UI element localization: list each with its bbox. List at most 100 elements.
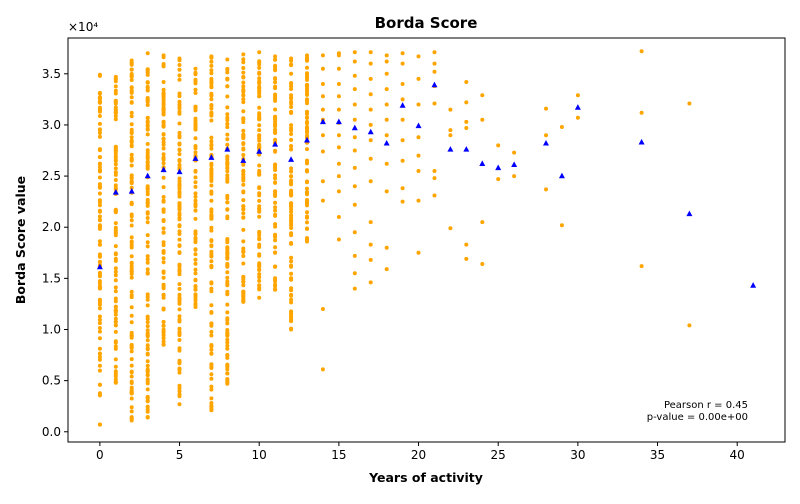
scatter-point <box>129 122 134 127</box>
scatter-point <box>129 74 134 79</box>
scatter-point <box>241 182 246 187</box>
scatter-point <box>145 332 150 337</box>
scatter-point <box>257 275 262 280</box>
scatter-point <box>113 357 118 362</box>
scatter-point <box>289 144 294 148</box>
scatter-point <box>368 92 373 97</box>
scatter-point <box>209 214 214 219</box>
scatter-point <box>225 245 230 250</box>
scatter-point <box>97 100 102 105</box>
scatter-point <box>352 148 357 153</box>
scatter-point <box>193 77 198 82</box>
scatter-point <box>145 369 150 374</box>
scatter-point <box>241 198 246 203</box>
scatter-point <box>241 120 246 125</box>
scatter-point <box>241 84 246 89</box>
scatter-point <box>145 51 150 56</box>
scatter-point <box>257 170 262 175</box>
scatter-point <box>225 275 230 280</box>
scatter-point <box>193 202 198 207</box>
scatter-point <box>177 402 182 407</box>
scatter-point <box>225 165 230 170</box>
scatter-point <box>289 62 294 67</box>
scatter-point <box>305 190 309 194</box>
scatter-point <box>209 103 214 108</box>
x-axis-label: Years of activity <box>368 470 483 485</box>
scatter-point <box>113 166 118 171</box>
scatter-point <box>177 103 182 108</box>
scatter-point <box>145 387 150 392</box>
scatter-point <box>177 121 182 126</box>
scatter-point <box>97 363 102 368</box>
scatter-point <box>145 88 150 93</box>
scatter-point <box>145 324 150 329</box>
scatter-point <box>97 218 102 223</box>
scatter-point <box>161 260 166 265</box>
scatter-point <box>305 128 309 133</box>
scatter-point <box>145 119 150 124</box>
scatter-point <box>273 264 278 269</box>
scatter-point <box>113 109 118 114</box>
scatter-point <box>225 214 230 219</box>
scatter-point <box>241 215 246 220</box>
scatter-point <box>161 306 166 311</box>
mean-marker <box>192 155 199 161</box>
scatter-point <box>225 118 230 123</box>
scatter-point <box>320 307 325 311</box>
mean-markers <box>96 81 757 288</box>
scatter-point <box>177 296 182 301</box>
scatter-point <box>129 260 134 265</box>
scatter-point <box>97 274 102 279</box>
scatter-point <box>177 333 182 338</box>
scatter-point <box>129 381 134 385</box>
scatter-point <box>113 117 118 122</box>
scatter-point <box>241 248 246 253</box>
scatter-point <box>161 198 166 203</box>
scatter-point <box>113 99 118 104</box>
scatter-point <box>320 179 325 184</box>
scatter-point <box>193 175 198 180</box>
scatter-point <box>177 250 182 255</box>
scatter-point <box>145 415 150 419</box>
scatter-point <box>145 84 150 89</box>
scatter-point <box>305 169 309 174</box>
scatter-point <box>464 80 469 84</box>
scatter-point <box>368 220 373 225</box>
scatter-point <box>225 200 230 205</box>
scatter-point <box>289 271 294 276</box>
scatter-point <box>209 310 214 314</box>
scatter-point <box>193 105 198 110</box>
scatter-point <box>161 102 166 107</box>
scatter-point <box>320 149 325 154</box>
scatter-point <box>193 191 198 196</box>
scatter-point <box>97 90 102 95</box>
scatter-point <box>384 87 389 92</box>
scatter-point <box>161 95 166 100</box>
mean-marker <box>511 161 518 168</box>
scatter-point <box>416 54 421 59</box>
scatter-point <box>177 262 182 267</box>
scatter-point <box>305 55 309 60</box>
scatter-point <box>209 179 214 183</box>
scatter-point <box>161 156 166 161</box>
scatter-point <box>289 81 294 85</box>
scatter-point <box>448 133 453 138</box>
scatter-point <box>225 343 230 348</box>
scatter-point <box>257 186 262 191</box>
scatter-point <box>129 143 134 148</box>
pearson-annotation: Pearson r = 0.45 <box>664 400 748 411</box>
scatter-point <box>161 336 166 341</box>
scatter-point <box>257 65 262 70</box>
scatter-point <box>129 349 134 354</box>
scatter-point <box>209 384 214 389</box>
scatter-point <box>209 396 214 401</box>
scatter-point <box>289 166 294 171</box>
scatter-point <box>129 138 134 143</box>
scatter-point <box>113 76 118 81</box>
scatter-point <box>193 287 198 292</box>
scatter-point <box>113 225 118 230</box>
mean-marker <box>367 128 374 135</box>
scatter-point <box>129 67 134 72</box>
scatter-point <box>177 91 182 96</box>
scatter-point <box>129 88 134 93</box>
